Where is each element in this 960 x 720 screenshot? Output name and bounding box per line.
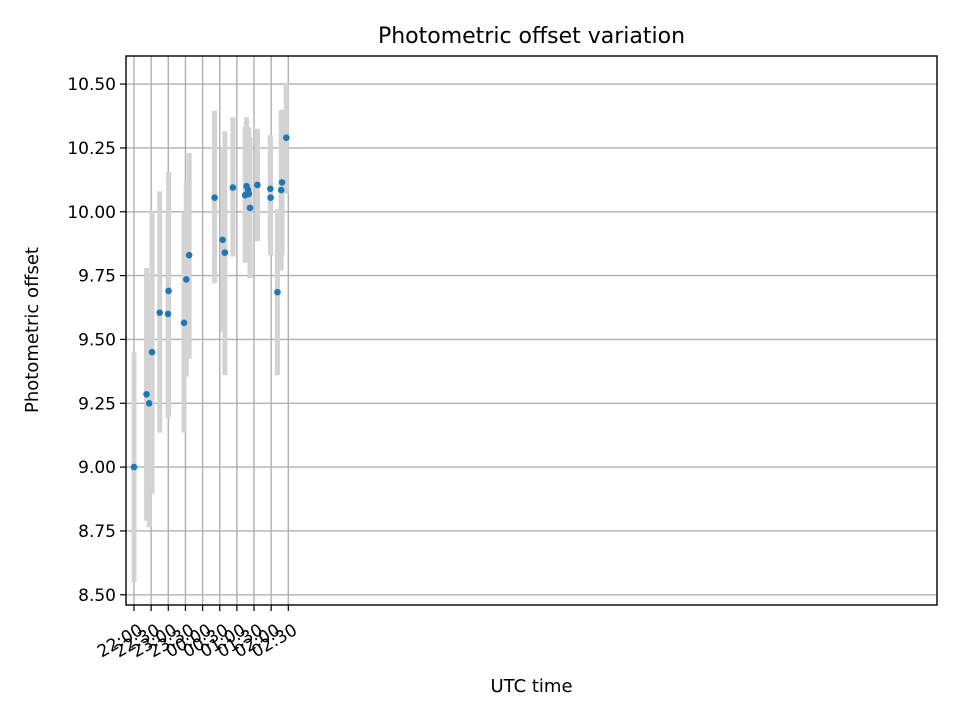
y-axis-label: Photometric offset (22, 247, 43, 413)
point-layer (130, 134, 290, 471)
data-point (180, 319, 188, 327)
data-point (277, 186, 285, 194)
chart-title: Photometric offset variation (378, 24, 685, 49)
x-axis-label: UTC time (490, 676, 572, 697)
data-point (274, 288, 281, 296)
data-point (130, 463, 138, 471)
data-point (229, 184, 237, 191)
data-point (143, 391, 150, 398)
data-point (278, 179, 286, 186)
data-point (211, 194, 218, 202)
data-point (219, 236, 226, 244)
y-tick-label: 10.00 (67, 203, 116, 223)
data-point (185, 251, 193, 259)
data-point (156, 309, 164, 316)
data-point (245, 190, 253, 198)
data-point (221, 249, 229, 256)
y-tick-label: 9.00 (78, 458, 116, 478)
plot-frame (125, 55, 938, 606)
y-tick-label: 9.25 (78, 394, 116, 414)
data-point (267, 185, 274, 193)
y-tick-label: 9.50 (78, 330, 116, 350)
tick-layer: 8.508.759.009.259.509.7510.0010.2510.502… (67, 75, 300, 662)
data-point (182, 276, 190, 283)
data-point (246, 204, 254, 212)
y-tick-label: 8.50 (78, 586, 116, 606)
data-point (267, 194, 274, 202)
y-tick-label: 8.75 (78, 522, 116, 542)
y-tick-label: 9.75 (78, 267, 116, 287)
data-point (164, 310, 172, 318)
errorbar-layer (131, 82, 289, 583)
data-point (254, 181, 261, 189)
data-point (148, 348, 156, 356)
y-tick-label: 10.25 (67, 139, 116, 159)
data-point (165, 287, 172, 295)
y-tick-label: 10.50 (67, 75, 116, 95)
data-point (145, 399, 153, 407)
data-point (283, 134, 290, 142)
